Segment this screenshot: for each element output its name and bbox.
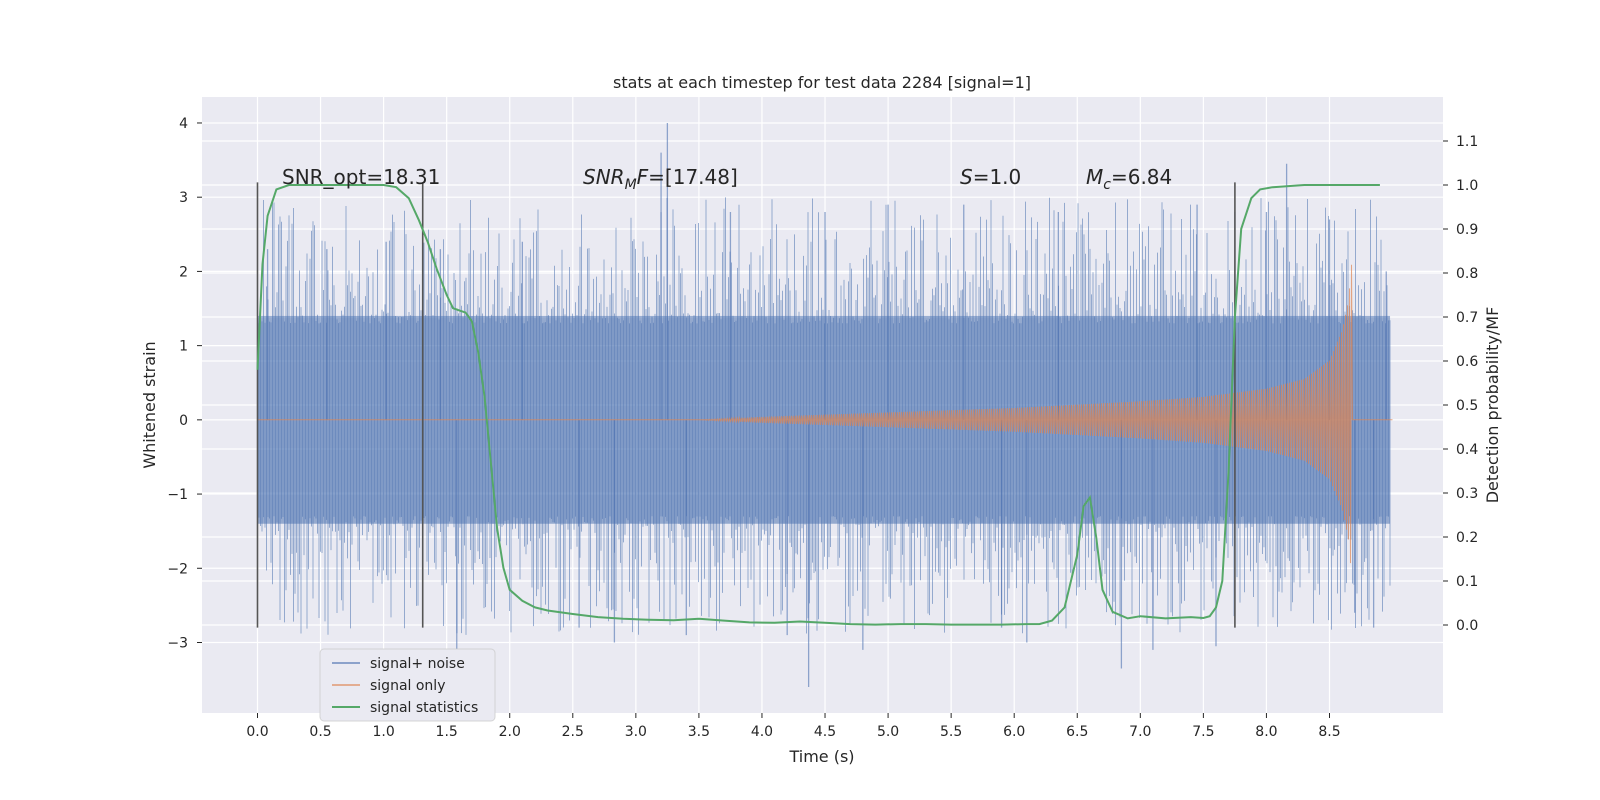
tick-layer: 0.0 0.5 1.0 1.5 2.0 2.5 3.0 3.5 4.0 4.5 5.0 5.5 6.0 6… [167, 116, 1478, 740]
x-tick-label: 2.5 [562, 724, 584, 740]
y-tick-label: −2 [167, 561, 188, 577]
y-right-tick-label: 0.2 [1456, 530, 1478, 546]
series-signal-only [257, 264, 1393, 564]
legend-label-signal-noise: signal+ noise [370, 656, 465, 672]
y-right-tick-label: 0.3 [1456, 486, 1478, 502]
x-tick-label: 1.5 [436, 724, 458, 740]
statistic-layer [256, 184, 1380, 626]
annotation-mc: Mc=6.84 [1086, 165, 1172, 193]
annotation-s: S=1.0 [960, 165, 1021, 189]
y-right-tick-label: 0.0 [1456, 618, 1478, 634]
y-right-tick-label: 1.1 [1456, 134, 1478, 150]
annotation-snr-opt: SNR_opt=18.31 [282, 165, 440, 189]
x-tick-label: 4.0 [751, 724, 773, 740]
y-tick-label: 2 [179, 264, 188, 280]
x-tick-label: 5.0 [877, 724, 899, 740]
legend: signal+ noise signal only signal statist… [319, 648, 496, 722]
legend-label-signal-only: signal only [370, 678, 445, 694]
y-axis-label: Whitened strain [140, 341, 159, 468]
x-tick-label: 5.5 [940, 724, 962, 740]
annotations: SNR_opt=18.31 SNRMF=[17.48] S=1.0 Mc=6.8… [282, 165, 1172, 193]
y-tick-label: −1 [167, 487, 188, 503]
x-tick-label: 6.0 [1003, 724, 1025, 740]
y-tick-label: −3 [167, 635, 188, 651]
legend-label-signal-statistics: signal statistics [370, 700, 478, 716]
y-right-tick-label: 0.8 [1456, 266, 1478, 282]
x-tick-label: 8.5 [1318, 724, 1340, 740]
legend-box [319, 648, 496, 722]
x-tick-label: 3.0 [625, 724, 647, 740]
y-axis-right-label: Detection probability/MF [1483, 307, 1502, 504]
x-tick-label: 7.5 [1192, 724, 1214, 740]
x-tick-label: 7.0 [1129, 724, 1151, 740]
annotation-snr-mf: SNRMF=[17.48] [583, 165, 738, 193]
x-axis-label: Time (s) [788, 747, 854, 766]
x-tick-label: 8.0 [1255, 724, 1277, 740]
y-right-tick-label: 0.7 [1456, 310, 1478, 326]
y-right-tick-label: 0.6 [1456, 354, 1478, 370]
x-tick-label: 2.0 [499, 724, 521, 740]
y-tick-label: 0 [179, 413, 188, 429]
y-tick-label: 4 [179, 116, 188, 132]
vertical-markers [256, 182, 1236, 628]
y-right-tick-label: 0.5 [1456, 398, 1478, 414]
y-right-tick-label: 1.0 [1456, 178, 1478, 194]
y-right-tick-label: 0.1 [1456, 574, 1478, 590]
y-tick-label: 3 [179, 190, 188, 206]
x-tick-label: 0.0 [246, 724, 268, 740]
y-right-tick-label: 0.9 [1456, 222, 1478, 238]
x-tick-label: 0.5 [309, 724, 331, 740]
x-tick-label: 4.5 [814, 724, 836, 740]
x-tick-label: 1.0 [372, 724, 394, 740]
x-tick-label: 6.5 [1066, 724, 1088, 740]
y-tick-label: 1 [179, 339, 188, 355]
y-right-tick-label: 0.4 [1456, 442, 1478, 458]
x-tick-label: 3.5 [688, 724, 710, 740]
chart-title: stats at each timestep for test data 228… [613, 73, 1031, 92]
series-signal-statistics [256, 184, 1380, 626]
data-layer [257, 122, 1393, 688]
